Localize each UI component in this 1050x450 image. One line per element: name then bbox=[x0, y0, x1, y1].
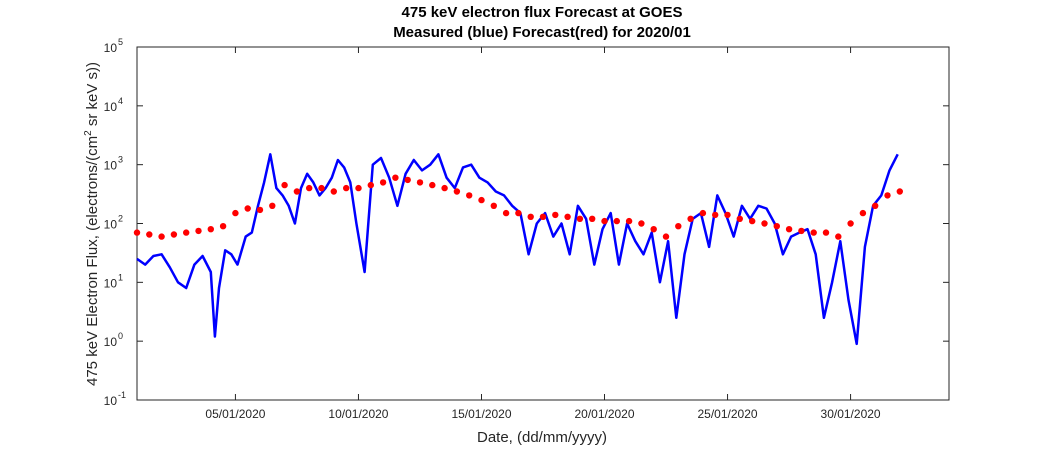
forecast-point bbox=[170, 231, 178, 238]
forecast-point bbox=[675, 223, 682, 230]
x-tick-label: 15/01/2020 bbox=[451, 407, 511, 421]
forecast-point bbox=[293, 188, 301, 195]
forecast-point bbox=[379, 179, 387, 186]
forecast-point bbox=[650, 226, 657, 233]
forecast-point bbox=[576, 215, 584, 222]
y-tick-label: 10 bbox=[104, 41, 118, 55]
forecast-point bbox=[601, 217, 608, 225]
x-tick-label: 25/01/2020 bbox=[698, 407, 758, 421]
forecast-point bbox=[404, 176, 411, 184]
series-line-measured bbox=[136, 153, 899, 346]
forecast-point bbox=[207, 226, 214, 233]
forecast-point bbox=[355, 184, 362, 192]
y-tick-label: 10 bbox=[104, 335, 118, 349]
y-tick-exponent: 0 bbox=[118, 331, 123, 341]
forecast-point bbox=[515, 209, 522, 217]
forecast-point bbox=[146, 231, 153, 238]
forecast-point bbox=[699, 209, 707, 217]
forecast-point bbox=[219, 223, 227, 230]
forecast-point bbox=[232, 209, 239, 217]
forecast-point bbox=[724, 211, 731, 219]
forecast-point bbox=[441, 184, 448, 192]
forecast-point bbox=[367, 181, 374, 189]
forecast-point bbox=[158, 233, 165, 240]
forecast-point bbox=[429, 181, 436, 189]
x-axis-label: Date, (dd/mm/yyyy) bbox=[477, 429, 607, 446]
forecast-point bbox=[847, 220, 854, 227]
y-axis-label-superscript: 2 bbox=[83, 130, 94, 136]
y-tick-exponent: 3 bbox=[118, 155, 123, 165]
forecast-point bbox=[306, 184, 313, 192]
axes-box bbox=[136, 46, 950, 401]
forecast-point bbox=[343, 184, 350, 192]
forecast-point bbox=[244, 205, 251, 212]
forecast-point bbox=[810, 229, 817, 236]
y-axis-label: 475 keV Electron Flux, (electrons/(cm2 s… bbox=[83, 62, 101, 386]
y-tick-label: 10 bbox=[104, 276, 118, 290]
forecast-point bbox=[490, 202, 497, 209]
forecast-point bbox=[712, 211, 719, 219]
forecast-point bbox=[835, 233, 842, 240]
y-tick-exponent: 2 bbox=[118, 214, 123, 224]
forecast-point bbox=[527, 213, 534, 220]
chart-title: 475 keV electron flux Forecast at GOES bbox=[402, 4, 683, 21]
forecast-point bbox=[183, 229, 190, 236]
chart-subtitle: Measured (blue) Forecast(red) for 2020/0… bbox=[393, 24, 691, 41]
forecast-point bbox=[761, 220, 768, 227]
y-tick-exponent: 4 bbox=[118, 96, 123, 106]
forecast-point bbox=[453, 188, 461, 195]
forecast-point bbox=[552, 211, 559, 219]
forecast-point bbox=[822, 229, 830, 236]
y-tick-label: 10 bbox=[104, 218, 118, 232]
y-axis-label-tail: sr keV s)) bbox=[84, 62, 101, 130]
forecast-point bbox=[564, 213, 571, 220]
forecast-point bbox=[539, 213, 547, 220]
forecast-point bbox=[662, 233, 670, 240]
forecast-point bbox=[773, 223, 780, 230]
forecast-point bbox=[589, 215, 596, 222]
y-tick-exponent: -1 bbox=[118, 390, 126, 400]
forecast-point bbox=[133, 229, 141, 236]
y-tick-exponent: 5 bbox=[118, 37, 123, 47]
forecast-point bbox=[625, 217, 633, 225]
y-tick-label: 10 bbox=[104, 159, 118, 173]
y-tick-label: 10 bbox=[104, 394, 118, 408]
forecast-point bbox=[502, 209, 510, 217]
forecast-point bbox=[736, 215, 743, 222]
y-tick-label: 10 bbox=[104, 100, 118, 114]
forecast-point bbox=[785, 226, 793, 233]
forecast-point bbox=[478, 196, 485, 204]
forecast-point bbox=[884, 192, 891, 199]
x-tick-label: 10/01/2020 bbox=[328, 407, 388, 421]
forecast-point bbox=[392, 174, 399, 181]
x-tick-label: 20/01/2020 bbox=[574, 407, 634, 421]
forecast-point bbox=[749, 217, 756, 225]
forecast-point bbox=[859, 209, 867, 217]
x-tick-label: 30/01/2020 bbox=[821, 407, 881, 421]
forecast-point bbox=[687, 215, 694, 222]
forecast-point bbox=[466, 192, 473, 199]
forecast-point bbox=[195, 227, 202, 235]
forecast-point bbox=[318, 184, 325, 192]
y-tick-exponent: 1 bbox=[118, 272, 123, 282]
x-tick-label: 05/01/2020 bbox=[205, 407, 265, 421]
forecast-point bbox=[613, 217, 620, 225]
forecast-point bbox=[281, 181, 288, 189]
forecast-point bbox=[798, 227, 805, 235]
forecast-point bbox=[896, 188, 903, 195]
forecast-point bbox=[269, 202, 276, 209]
y-axis-label-main: 475 keV Electron Flux, (electrons/(cm bbox=[84, 136, 101, 386]
forecast-point bbox=[256, 206, 264, 214]
forecast-point bbox=[416, 179, 424, 186]
forecast-point bbox=[330, 188, 337, 195]
forecast-point bbox=[872, 202, 879, 209]
forecast-point bbox=[638, 220, 645, 227]
